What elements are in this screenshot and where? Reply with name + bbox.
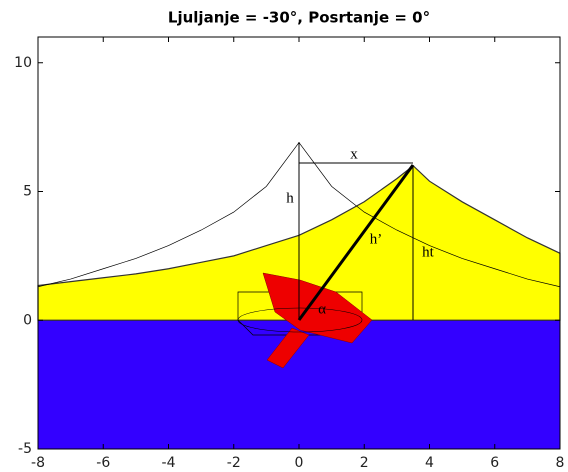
page: Ljuljanje = -30°, Posrtanje = 0° h x h’ ht α… [0, 0, 568, 472]
chart: Ljuljanje = -30°, Posrtanje = 0° h x h’ ht α… [0, 0, 568, 472]
x-tick-label: 0 [295, 455, 304, 471]
annotation: h’ [370, 231, 383, 247]
x-tick-label: -4 [162, 455, 176, 471]
x-tick-label: 8 [556, 455, 565, 471]
x-tick-label: -2 [227, 455, 241, 471]
y-tick-label: 5 [23, 184, 32, 200]
x-tick-label: 4 [425, 455, 434, 471]
x-tick-label: 6 [490, 455, 499, 471]
annotation: x [350, 146, 358, 162]
annotation: α [318, 301, 326, 317]
x-tick-label: -8 [31, 455, 45, 471]
chart-title: Ljuljanje = -30°, Posrtanje = 0° [168, 9, 430, 27]
annotation: ht [422, 244, 435, 260]
y-tick-label: -5 [18, 441, 32, 457]
y-tick-label: 10 [14, 55, 32, 71]
y-tick-label: 0 [23, 312, 32, 328]
annotation: h [286, 190, 294, 206]
x-tick-label: -6 [96, 455, 110, 471]
x-tick-label: 2 [360, 455, 369, 471]
